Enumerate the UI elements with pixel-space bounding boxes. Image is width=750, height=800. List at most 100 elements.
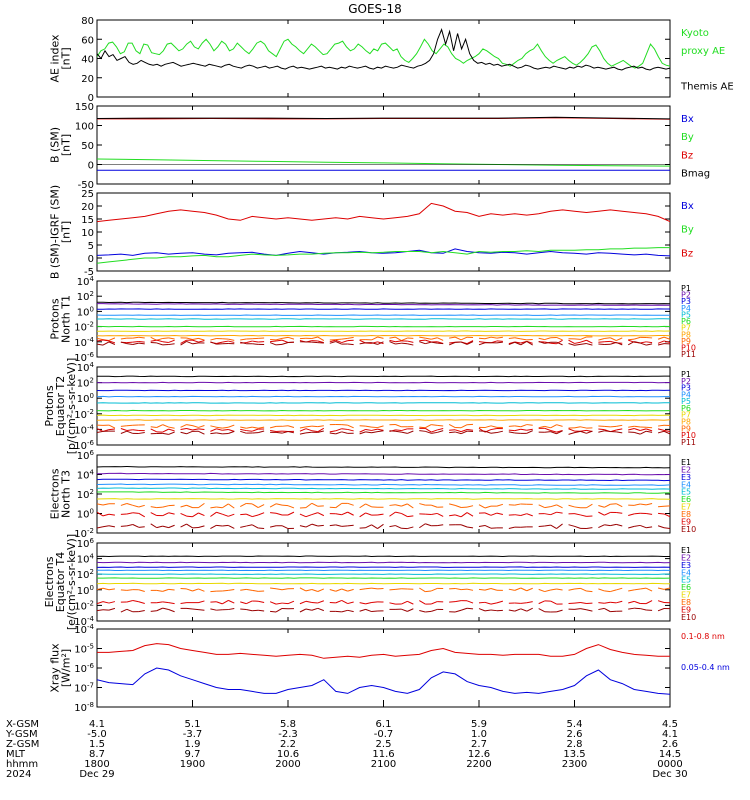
series-segment-P11 bbox=[258, 430, 265, 434]
series-segment-P10 bbox=[616, 428, 623, 431]
series-segment-E9 bbox=[257, 512, 265, 516]
series-segment-E10 bbox=[586, 609, 593, 612]
y-axis-label-line: AE index bbox=[49, 34, 62, 83]
series-segment-E8 bbox=[616, 587, 623, 591]
y-axis-label: B (SM)-IGRF (SM)[nT] bbox=[49, 185, 73, 279]
series-segment-P10 bbox=[317, 427, 325, 433]
series-segment-P10 bbox=[216, 341, 223, 344]
series-segment-E10 bbox=[305, 608, 312, 611]
series-segment-E9 bbox=[305, 514, 313, 518]
y-axis-label-line: Protons bbox=[49, 298, 62, 339]
series-segment-E10 bbox=[657, 608, 665, 612]
series-segment-P9 bbox=[514, 337, 521, 340]
series-segment-E10 bbox=[407, 526, 414, 530]
series-segment-E10 bbox=[508, 609, 515, 612]
ephemeris-value: 2.5 bbox=[376, 739, 392, 750]
y-axis-label-line: [nT] bbox=[60, 47, 73, 69]
series-segment-P9 bbox=[538, 337, 545, 341]
series-segment-E9 bbox=[628, 513, 635, 516]
series-segment-E8 bbox=[425, 590, 432, 593]
series-segment-P9 bbox=[550, 424, 557, 429]
series-segment-P10 bbox=[102, 339, 110, 342]
series-group bbox=[97, 202, 670, 264]
series-segment-E8 bbox=[407, 503, 414, 509]
series-segment-P9 bbox=[580, 426, 587, 429]
series-segment-P9 bbox=[496, 336, 503, 339]
series-segment-P11 bbox=[347, 343, 354, 346]
series-line-E4 bbox=[97, 483, 670, 486]
y-tick-label: 20 bbox=[81, 202, 94, 213]
series-segment-P10 bbox=[335, 428, 342, 432]
series-segment-P11 bbox=[544, 431, 551, 433]
series-segment-E8 bbox=[484, 505, 492, 509]
series-segment-E9 bbox=[407, 600, 414, 605]
series-segment-P11 bbox=[634, 341, 641, 344]
series-line-By bbox=[97, 158, 670, 167]
legend-entry: E10 bbox=[681, 613, 696, 622]
legend-entry: E5 bbox=[681, 576, 691, 585]
y-tick-label: 104 bbox=[77, 361, 95, 374]
ephemeris-value: 2300 bbox=[562, 759, 587, 770]
series-segment-P9 bbox=[634, 336, 641, 340]
series-segment-P9 bbox=[425, 424, 432, 429]
series-segment-E10 bbox=[490, 609, 497, 612]
series-segment-P11 bbox=[639, 430, 647, 435]
series-segment-E9 bbox=[270, 512, 277, 514]
series-segment-E9 bbox=[198, 512, 205, 517]
series-segment-P10 bbox=[454, 429, 462, 433]
series-segment-E10 bbox=[520, 608, 527, 612]
legend-entry: proxy AE bbox=[681, 46, 725, 57]
series-segment-E9 bbox=[138, 601, 145, 604]
legend-entry: E4 bbox=[681, 568, 691, 577]
y-axis-label-line: [W/m²] bbox=[60, 649, 73, 687]
series-segment-P9 bbox=[210, 425, 217, 428]
ephemeris-row-label: MLT bbox=[6, 749, 26, 760]
series-line-E3 bbox=[97, 478, 670, 482]
series-line-E1 bbox=[97, 465, 670, 469]
series-segment-P11 bbox=[514, 341, 521, 346]
series-segment-E9 bbox=[419, 600, 426, 605]
series-segment-P11 bbox=[210, 432, 217, 435]
series-segment-E10 bbox=[347, 524, 354, 527]
series-segment-P10 bbox=[228, 340, 235, 343]
series-segment-P10 bbox=[162, 341, 169, 343]
series-segment-E8 bbox=[544, 589, 551, 593]
series-segment-E8 bbox=[132, 504, 139, 508]
legend-entry: P8 bbox=[681, 417, 691, 426]
series-segment-E10 bbox=[210, 524, 217, 530]
series-segment-P9 bbox=[281, 425, 289, 427]
series-segment-E8 bbox=[246, 588, 253, 591]
series-segment-P11 bbox=[419, 430, 426, 432]
series-segment-P10 bbox=[246, 430, 253, 432]
series-segment-P9 bbox=[616, 424, 623, 427]
series-segment-E10 bbox=[657, 525, 665, 529]
series-segment-E10 bbox=[126, 524, 133, 527]
ephemeris-value: 1.9 bbox=[185, 739, 201, 750]
series-segment-E9 bbox=[598, 602, 605, 604]
series-segment-E10 bbox=[240, 608, 247, 611]
series-segment-E8 bbox=[514, 503, 521, 506]
series-segment-P9 bbox=[508, 425, 515, 427]
series-segment-E9 bbox=[646, 512, 653, 515]
series-segment-P11 bbox=[657, 430, 665, 434]
series-segment-E9 bbox=[287, 511, 295, 516]
series-segment-E9 bbox=[126, 512, 133, 515]
series-segment-P10 bbox=[520, 428, 527, 431]
y-tick-label: 0 bbox=[88, 93, 94, 104]
plot-title: GOES-18 bbox=[348, 2, 402, 16]
series-segment-E8 bbox=[646, 502, 653, 506]
y-tick-label: 100 bbox=[77, 305, 94, 318]
series-segment-P10 bbox=[478, 341, 486, 343]
series-segment-P9 bbox=[484, 336, 492, 340]
y-tick-label: 40 bbox=[81, 55, 94, 66]
series-segment-P11 bbox=[281, 342, 289, 345]
y-axis-label-line: North T1 bbox=[60, 295, 73, 343]
series-segment-E9 bbox=[436, 512, 444, 517]
series-segment-P11 bbox=[449, 431, 456, 434]
series-segment-P9 bbox=[180, 424, 187, 428]
series-segment-E9 bbox=[126, 600, 133, 603]
series-segment-P11 bbox=[401, 342, 408, 345]
series-segment-E9 bbox=[658, 512, 665, 515]
series-segment-E9 bbox=[359, 602, 366, 605]
